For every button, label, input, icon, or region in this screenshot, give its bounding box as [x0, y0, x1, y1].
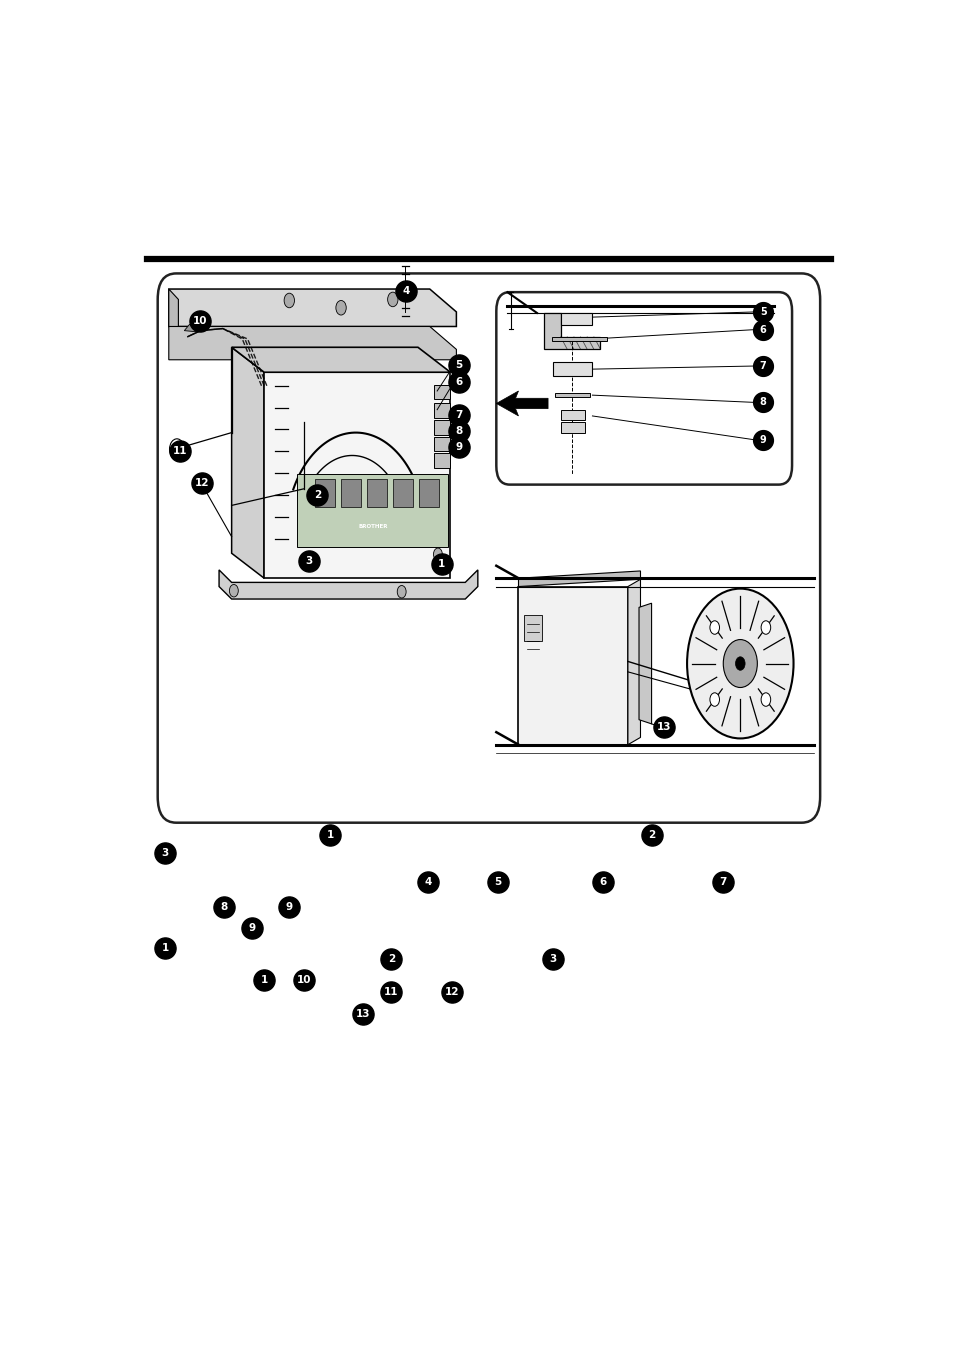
Circle shape [387, 292, 397, 307]
Circle shape [284, 293, 294, 308]
Polygon shape [518, 571, 639, 586]
Polygon shape [314, 480, 335, 508]
Text: 5: 5 [494, 877, 501, 888]
Text: 12: 12 [444, 988, 458, 997]
Text: 3: 3 [549, 954, 557, 965]
Bar [434, 454, 450, 467]
Circle shape [170, 439, 184, 459]
Polygon shape [169, 327, 456, 359]
Circle shape [709, 693, 719, 707]
Polygon shape [367, 480, 387, 508]
Polygon shape [418, 480, 438, 508]
Polygon shape [560, 409, 584, 420]
Polygon shape [219, 570, 477, 598]
Circle shape [760, 693, 770, 707]
Text: 9: 9 [286, 902, 293, 912]
Polygon shape [341, 480, 360, 508]
Polygon shape [232, 347, 264, 578]
Polygon shape [169, 289, 456, 327]
FancyBboxPatch shape [496, 292, 791, 485]
Text: 8: 8 [455, 426, 462, 435]
Polygon shape [264, 373, 450, 578]
Text: 2: 2 [647, 830, 655, 840]
Polygon shape [639, 603, 651, 724]
Bar [434, 404, 450, 417]
Circle shape [760, 620, 770, 634]
Circle shape [433, 549, 442, 561]
Text: 1: 1 [326, 830, 334, 840]
Polygon shape [560, 313, 592, 326]
Circle shape [722, 639, 757, 688]
Text: 8: 8 [759, 397, 766, 408]
Text: 1: 1 [161, 943, 169, 952]
Text: 8: 8 [220, 902, 228, 912]
Circle shape [735, 657, 744, 670]
Circle shape [335, 300, 346, 315]
Polygon shape [184, 324, 200, 332]
Polygon shape [232, 347, 450, 373]
Polygon shape [496, 390, 547, 416]
Text: 11: 11 [172, 446, 187, 457]
Text: 13: 13 [355, 1009, 370, 1019]
Text: 1: 1 [437, 559, 445, 569]
Polygon shape [518, 586, 627, 744]
Text: 7: 7 [719, 877, 726, 888]
Polygon shape [169, 289, 178, 336]
Polygon shape [551, 336, 606, 340]
Circle shape [396, 585, 406, 598]
Polygon shape [560, 422, 584, 432]
Text: 3: 3 [161, 848, 169, 858]
Text: 9: 9 [759, 435, 766, 444]
Text: 4: 4 [402, 286, 410, 296]
Bar [434, 436, 450, 451]
Text: 10: 10 [296, 975, 311, 985]
Text: 2: 2 [387, 954, 395, 965]
Text: 5: 5 [759, 307, 766, 317]
Text: BROTHER: BROTHER [357, 524, 387, 528]
Text: 13: 13 [657, 721, 671, 732]
Polygon shape [555, 393, 590, 397]
Text: 2: 2 [314, 490, 320, 500]
Text: 4: 4 [424, 877, 432, 888]
Text: 9: 9 [248, 923, 254, 932]
Text: 10: 10 [193, 316, 207, 327]
Text: 6: 6 [598, 877, 606, 888]
Text: 7: 7 [455, 409, 462, 420]
Circle shape [709, 620, 719, 634]
Polygon shape [393, 480, 413, 508]
Text: 1: 1 [260, 975, 268, 985]
Polygon shape [553, 362, 592, 377]
Circle shape [686, 589, 793, 739]
Polygon shape [627, 580, 639, 744]
Bar [434, 420, 450, 435]
Text: 12: 12 [194, 477, 209, 488]
Polygon shape [523, 615, 541, 640]
Circle shape [229, 585, 238, 597]
Text: 3: 3 [305, 555, 313, 566]
Text: 11: 11 [383, 988, 397, 997]
FancyBboxPatch shape [157, 273, 820, 823]
Text: 9: 9 [455, 442, 461, 453]
Bar [434, 385, 450, 400]
Polygon shape [296, 474, 448, 547]
Text: 6: 6 [455, 377, 462, 386]
Text: 7: 7 [759, 361, 766, 372]
Text: 5: 5 [455, 359, 462, 370]
Polygon shape [544, 313, 599, 350]
Text: 6: 6 [759, 324, 766, 335]
